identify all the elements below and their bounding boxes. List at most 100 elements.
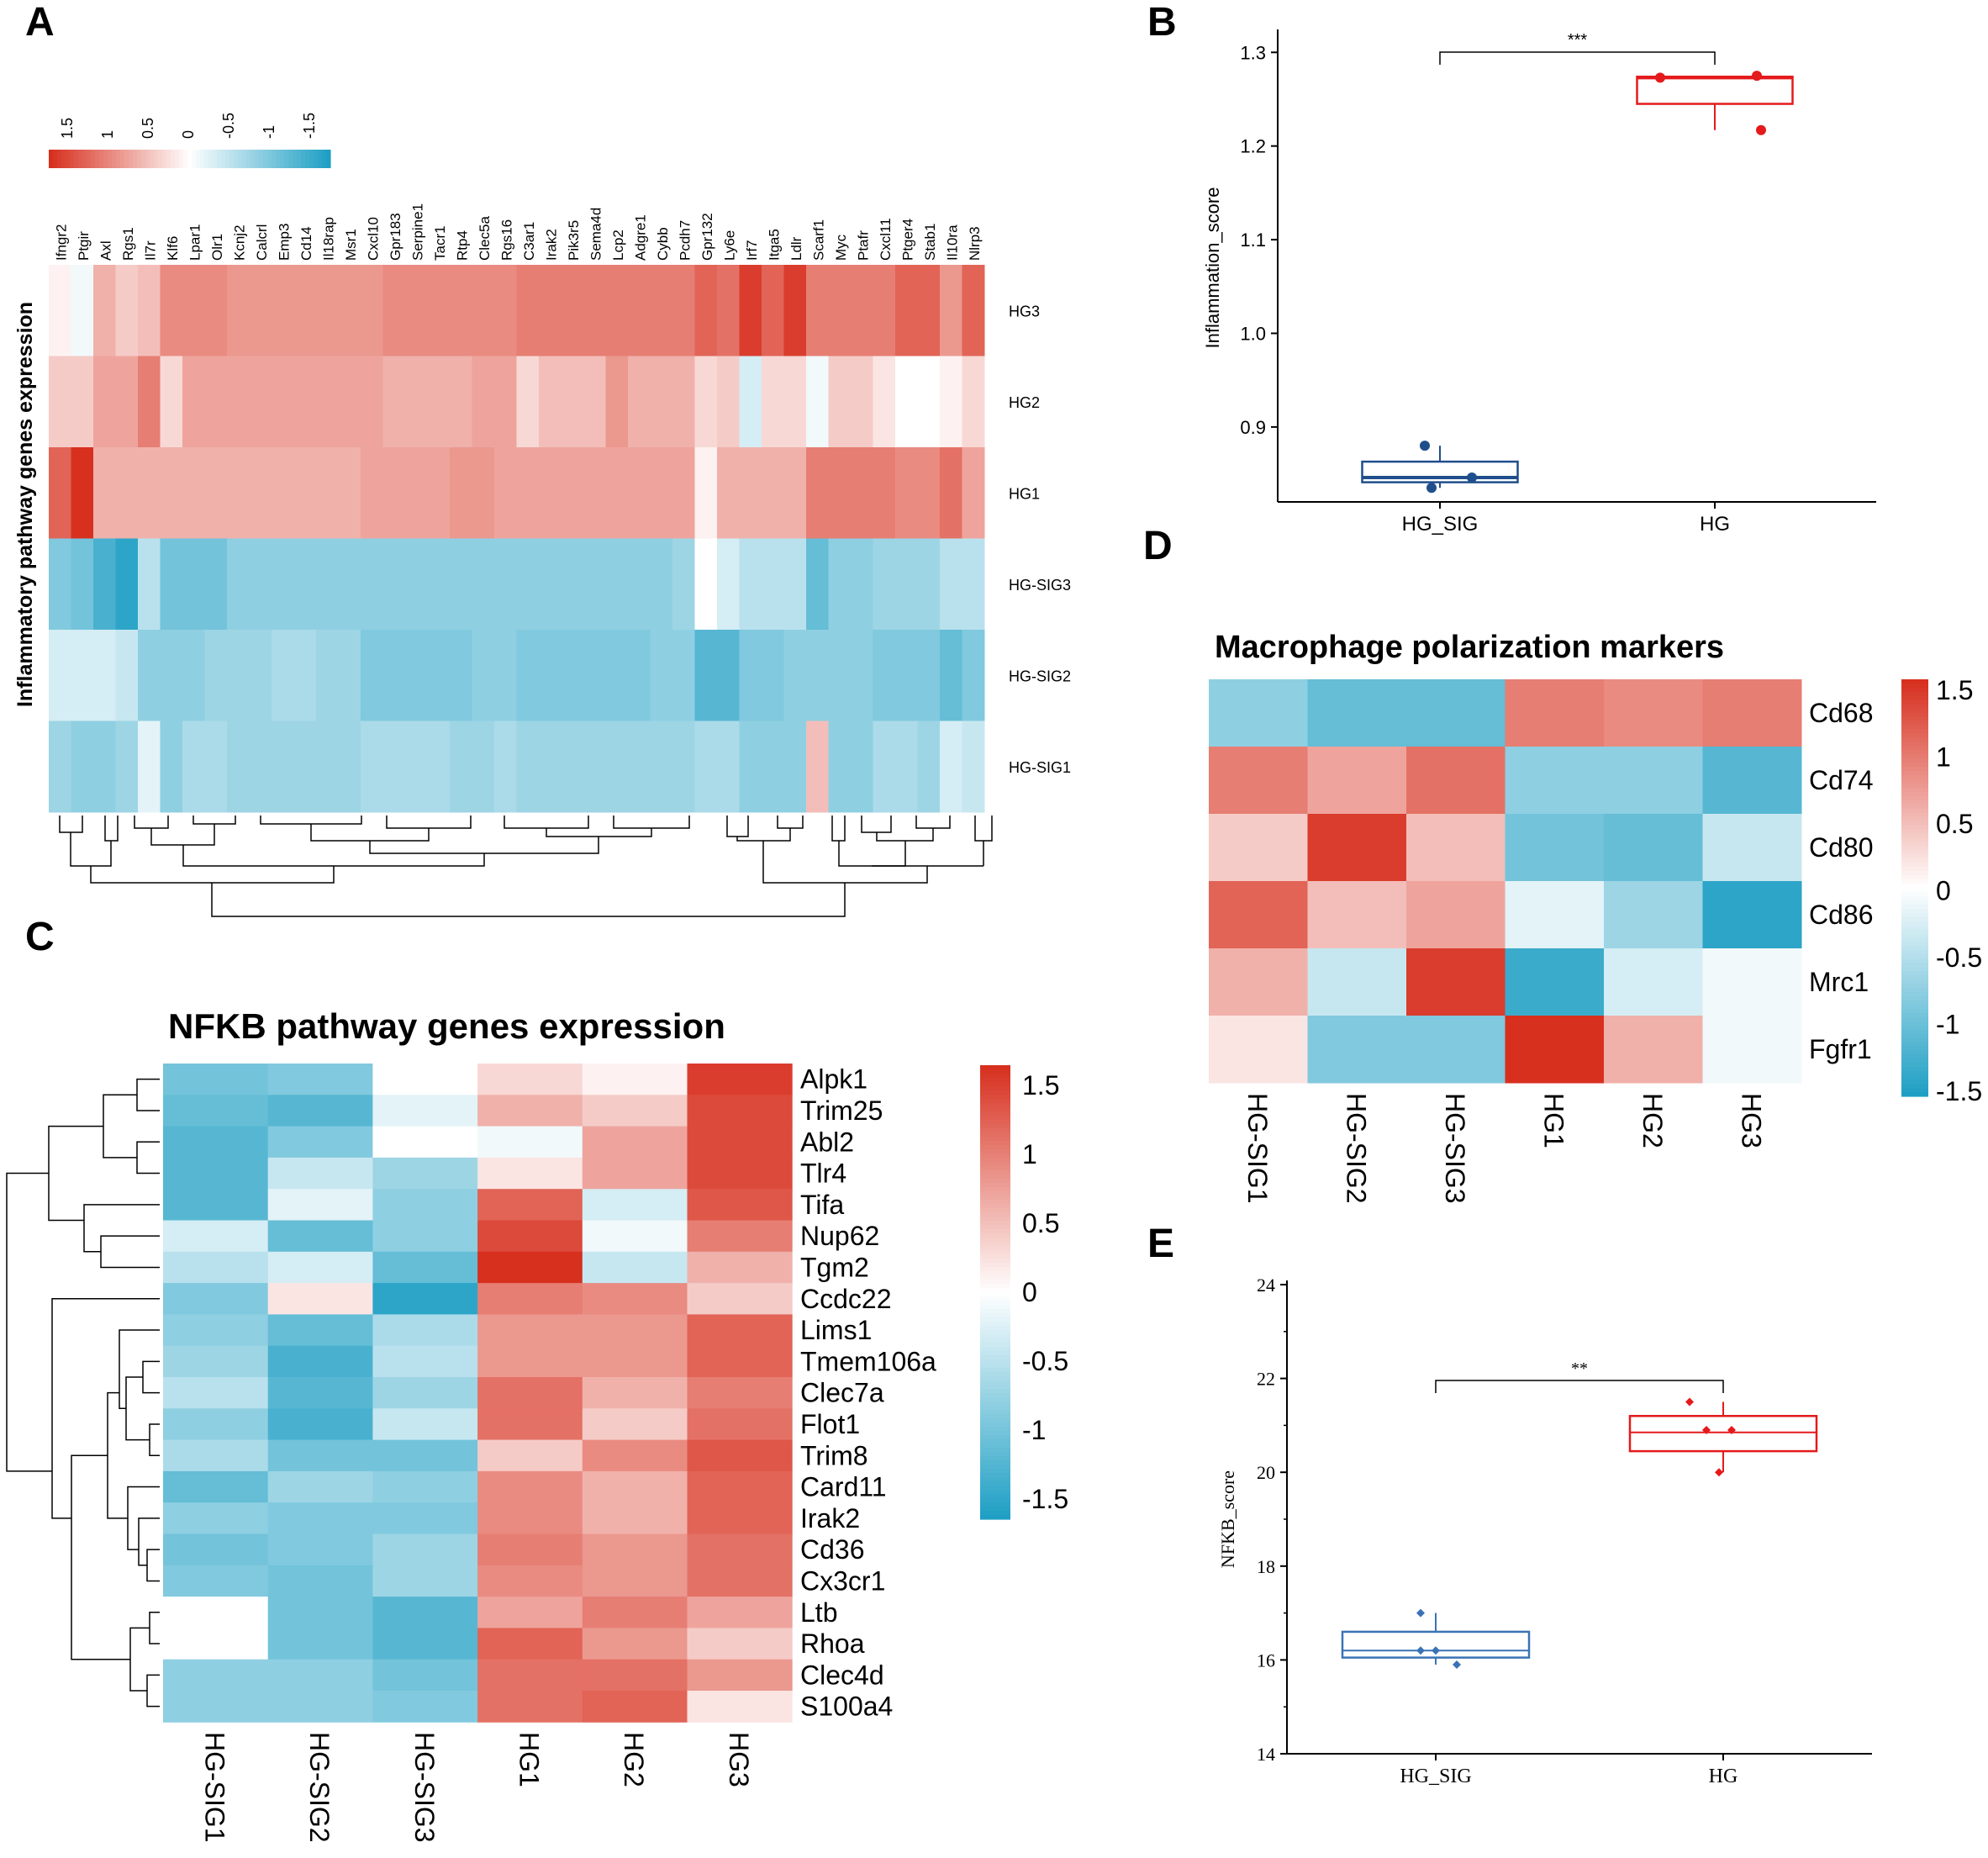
heatmap-cell	[477, 1659, 583, 1692]
row-label: HG3	[1009, 303, 1040, 319]
heatmap-cell	[694, 356, 718, 448]
legend-swatch	[980, 1191, 1010, 1196]
heatmap-cell	[138, 538, 161, 631]
column-label: Il10ra	[944, 224, 960, 261]
legend-swatch	[1901, 1037, 1928, 1043]
legend-swatch	[980, 1486, 1010, 1491]
legend-swatch	[1901, 833, 1928, 839]
heatmap-cell	[316, 447, 339, 539]
heatmap-cell	[163, 1126, 269, 1159]
legend-swatch	[1901, 737, 1928, 742]
legend-swatch	[1901, 971, 1928, 976]
column-label: Itga5	[766, 229, 782, 261]
y-axis-label: Inflammatory pathway genes expression	[13, 302, 37, 707]
heatmap-cell	[539, 538, 562, 631]
legend-tick: -1	[1936, 1010, 1959, 1040]
heatmap-cell	[472, 356, 495, 448]
legend-swatch	[166, 150, 171, 168]
legend-swatch	[1901, 888, 1928, 893]
row-label: Ltb	[800, 1597, 837, 1628]
heatmap-cell	[472, 630, 495, 721]
legend-swatch	[297, 150, 302, 168]
heatmap-cell	[1406, 679, 1506, 747]
legend-swatch	[1901, 1033, 1928, 1039]
heatmap-cell	[628, 721, 651, 813]
heatmap-cell	[717, 356, 740, 448]
legend-swatch	[1901, 846, 1928, 851]
heatmap-cell	[582, 1659, 688, 1692]
data-point	[1756, 124, 1766, 135]
heatmap-cell	[851, 447, 873, 539]
legend-swatch	[204, 150, 209, 168]
heatmap-cell	[477, 1251, 583, 1284]
heatmap-cell	[940, 447, 962, 539]
heatmap-cell	[717, 630, 740, 721]
column-label: Gpr132	[699, 213, 715, 261]
legend-swatch	[1901, 721, 1928, 726]
heatmap-cell	[71, 265, 94, 356]
legend-swatch	[980, 1166, 1010, 1171]
column-label: Stab1	[922, 224, 938, 261]
legend-swatch	[1901, 988, 1928, 993]
heatmap-cell	[806, 265, 829, 356]
heatmap-cell	[1604, 881, 1703, 949]
column-label: Myc	[833, 234, 849, 261]
x-tick-label: HG_SIG	[1400, 1766, 1471, 1787]
legend-swatch	[980, 1364, 1010, 1369]
legend-swatch	[213, 150, 218, 168]
legend-swatch	[1901, 979, 1928, 984]
heatmap-cell	[267, 1470, 373, 1503]
heatmap-cell	[267, 1220, 373, 1253]
legend-swatch	[301, 150, 306, 168]
legend-swatch	[980, 1196, 1010, 1201]
row-label: Tmem106a	[800, 1346, 936, 1376]
y-axis-label: Inflammation_score	[1202, 187, 1223, 349]
heatmap-cell	[582, 1533, 688, 1566]
chart-title: Macrophage polarization markers	[1215, 630, 1724, 665]
row-label: Clec4d	[800, 1660, 884, 1690]
dendrogram-branch	[546, 828, 652, 837]
panel-c-heatmap: NFKB pathway genes expression Alpk1Trim25…	[6, 1006, 1068, 1843]
heatmap-cell	[316, 630, 339, 721]
legend-swatch	[276, 150, 281, 168]
heatmap-cell	[516, 721, 540, 813]
heatmap-cell	[361, 721, 383, 813]
row-label: HG2	[1009, 394, 1040, 411]
column-label: Msr1	[343, 229, 359, 261]
dendrogram-branch	[386, 816, 472, 829]
heatmap-cell	[539, 356, 562, 448]
heatmap-cell	[672, 265, 695, 356]
legend-swatch	[120, 150, 125, 168]
heatmap-cell	[687, 1565, 793, 1597]
heatmap-cell	[583, 630, 606, 721]
legend-swatch	[267, 150, 272, 168]
legend-swatch	[980, 1359, 1010, 1364]
legend-swatch	[1901, 942, 1928, 947]
heatmap-cell	[382, 630, 406, 721]
heatmap-cell	[895, 447, 918, 539]
legend-swatch	[1901, 725, 1928, 731]
data-point	[1702, 1425, 1711, 1434]
panel-d-heatmap: Macrophage polarization markers Cd68 Cd74 C…	[1209, 630, 1982, 1204]
heatmap-cell	[783, 447, 807, 539]
data-point	[1416, 1608, 1425, 1618]
y-tick-label: 24	[1257, 1275, 1275, 1296]
column-label: Lpar1	[187, 224, 203, 261]
heatmap-cell	[583, 538, 606, 631]
legend-swatch	[1901, 1067, 1928, 1072]
legend-swatch	[1901, 800, 1928, 805]
column-label: Irf7	[744, 240, 760, 261]
heatmap-cell	[427, 630, 451, 721]
heatmap-cell	[450, 721, 472, 813]
heatmap-cell	[828, 356, 852, 448]
column-label: Il7r	[142, 240, 158, 261]
heatmap-cell	[249, 265, 272, 356]
legend-swatch	[980, 1418, 1010, 1423]
heatmap-cell	[783, 721, 807, 813]
dendrogram-branch	[125, 1376, 150, 1441]
legend-swatch	[980, 1490, 1010, 1495]
heatmap-cell	[249, 721, 272, 813]
heatmap-cell	[694, 721, 718, 813]
heatmap-cell	[163, 1659, 269, 1692]
heatmap-cell	[293, 630, 317, 721]
